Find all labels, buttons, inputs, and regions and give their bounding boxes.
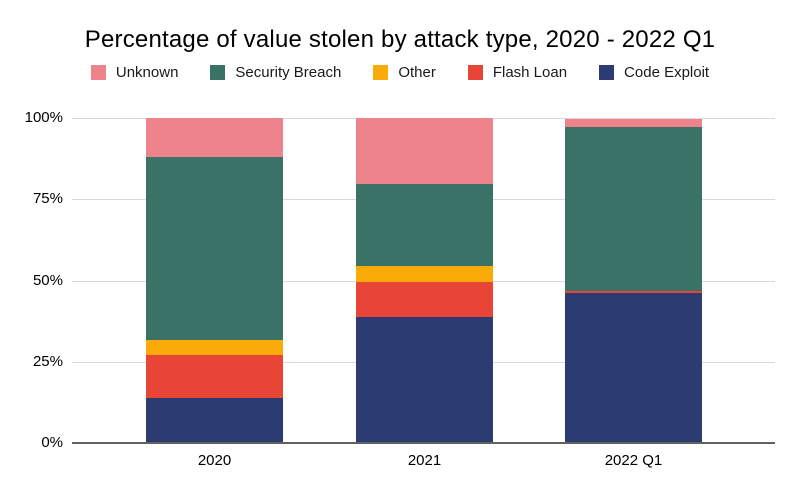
legend-label-code-exploit: Code Exploit — [624, 64, 710, 81]
x-axis-line — [72, 442, 775, 444]
bar-2022-q1-segment-security-breach — [565, 126, 702, 291]
bar-2021-segment-unknown — [356, 118, 493, 184]
bar-2020 — [146, 118, 283, 443]
bar-2021-segment-other — [356, 265, 493, 282]
y-tick-label-100: 100% — [24, 109, 63, 126]
x-axis-label-2022-q1: 2022 Q1 — [604, 452, 663, 469]
plot-area — [72, 118, 775, 444]
legend-swatch-flash-loan — [467, 65, 483, 80]
bar-2022-q1 — [565, 118, 702, 443]
bar-2021-segment-security-breach — [356, 183, 493, 266]
legend-label-flash-loan: Flash Loan — [492, 64, 568, 81]
chart-title: Percentage of value stolen by attack typ… — [84, 26, 716, 53]
y-tick-label-0: 0% — [41, 434, 63, 451]
legend-item-code-exploit: Code Exploit — [599, 64, 709, 81]
legend-item-other: Other — [373, 64, 436, 81]
bar-2022-q1-segment-flash-loan — [565, 290, 702, 293]
x-axis-label-2021: 2021 — [407, 452, 442, 469]
bar-2021-segment-flash-loan — [356, 281, 493, 317]
bar-2021-segment-code-exploit — [356, 316, 493, 443]
legend-swatch-security-breach — [210, 65, 226, 80]
bar-2020-segment-code-exploit — [146, 398, 283, 443]
legend-item-security-breach: Security Breach — [210, 64, 341, 81]
y-tick-label-25: 25% — [32, 352, 63, 370]
bar-2021 — [356, 118, 493, 443]
bar-2022-q1-segment-unknown — [565, 118, 702, 127]
chart-legend: Unknown Security Breach Other Flash Loan Cod… — [0, 64, 800, 81]
legend-item-unknown: Unknown — [90, 64, 179, 81]
legend-label-unknown: Unknown — [115, 64, 179, 81]
y-tick-label-75: 75% — [32, 190, 63, 208]
legend-swatch-code-exploit — [599, 65, 615, 80]
bar-2020-segment-flash-loan — [146, 354, 283, 399]
y-tick-label-50: 50% — [32, 271, 63, 289]
bar-2020-segment-other — [146, 340, 283, 355]
x-axis-label-2020: 2020 — [197, 452, 232, 469]
legend-label-other: Other — [398, 64, 436, 81]
bar-2020-segment-security-breach — [146, 157, 283, 340]
legend-swatch-other — [373, 65, 389, 80]
legend-item-flash-loan: Flash Loan — [467, 64, 568, 81]
bar-2020-segment-unknown — [146, 118, 283, 158]
bar-2022-q1-segment-code-exploit — [565, 292, 702, 443]
legend-swatch-unknown — [90, 65, 106, 80]
legend-label-security-breach: Security Breach — [235, 64, 342, 81]
